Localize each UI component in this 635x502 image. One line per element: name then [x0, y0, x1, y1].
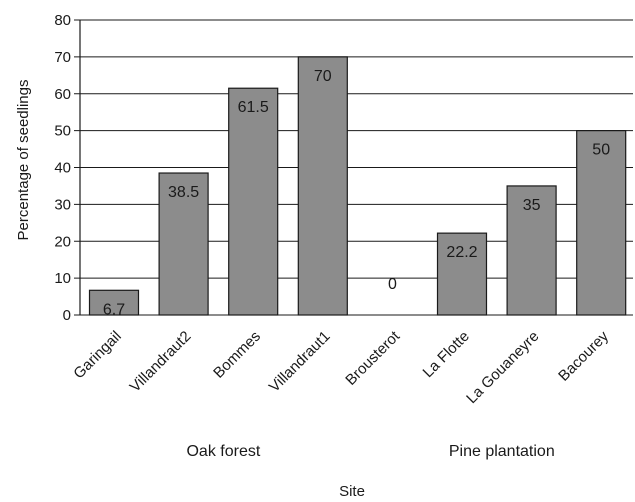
- x-tick-label: Bommes: [210, 328, 264, 382]
- data-label: 70: [314, 68, 332, 85]
- data-label: 61.5: [238, 99, 269, 116]
- data-label: 38.5: [168, 184, 199, 201]
- y-tick-label: 30: [54, 196, 71, 213]
- group-label: Pine plantation: [449, 443, 555, 460]
- group-label: Oak forest: [186, 443, 260, 460]
- y-axis-title: Percentage of seedlings: [15, 80, 32, 241]
- data-label: 6.7: [103, 301, 125, 318]
- bar-la-flotte: [436, 232, 488, 316]
- y-tick-label: 10: [54, 270, 71, 287]
- y-tick-label: 60: [54, 86, 71, 103]
- x-tick-label: Garingail: [70, 328, 124, 382]
- data-label: 50: [592, 142, 610, 159]
- x-axis-title: Site: [339, 483, 365, 500]
- y-tick-label: 40: [54, 160, 71, 177]
- x-tick-label: Villandraut1: [266, 328, 334, 396]
- axes: [74, 19, 81, 316]
- data-label: 35: [523, 197, 541, 214]
- bar-bommes: [228, 87, 279, 316]
- y-tick-label: 0: [63, 307, 71, 324]
- x-tick-label: Brousterot: [342, 327, 404, 389]
- y-tick-label: 80: [54, 12, 71, 29]
- y-tick-label: 20: [54, 233, 71, 250]
- y-tick-label: 50: [54, 123, 71, 140]
- data-label: 0: [388, 276, 397, 293]
- bar-garingail: [88, 289, 140, 316]
- x-tick-label: La Flotte: [420, 328, 473, 381]
- bar-la-gouaneyre: [506, 185, 557, 316]
- x-tick-label: La Gouaneyre: [463, 328, 542, 407]
- bar-villandraut2: [158, 172, 209, 316]
- bar-villandraut1: [297, 56, 348, 316]
- y-tick-label: 70: [54, 49, 71, 66]
- bars: [88, 56, 627, 316]
- data-label: 22.2: [446, 244, 477, 261]
- x-tick-label: Villandraut2: [127, 328, 195, 396]
- x-tick-label: Bacourey: [555, 327, 612, 384]
- bar-bacourey: [576, 130, 627, 316]
